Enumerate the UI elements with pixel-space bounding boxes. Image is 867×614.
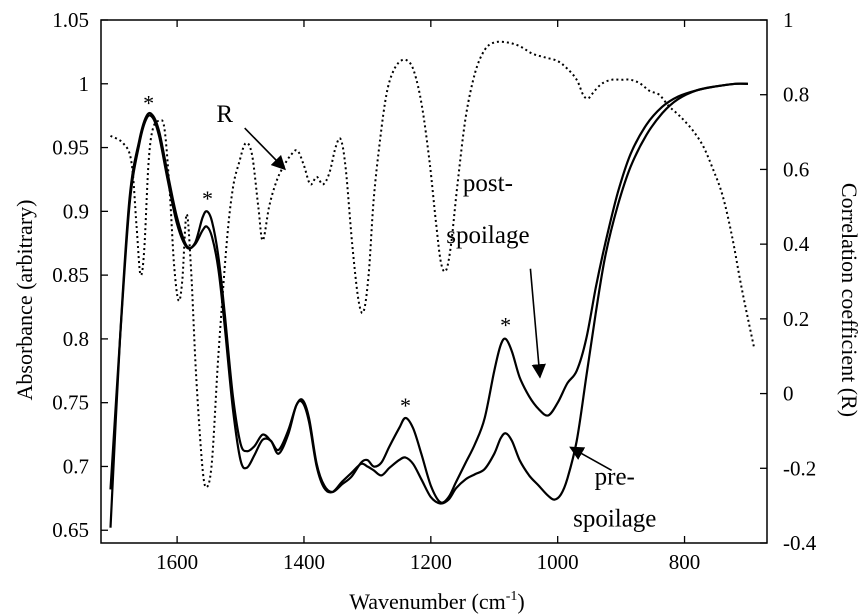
- annotation-arrow: [529, 268, 546, 379]
- annotation-arrow: [569, 446, 612, 471]
- annotation-label: spoilage: [573, 505, 656, 532]
- y-tick-label: 0.75: [52, 391, 89, 415]
- x-tick-label: 1200: [410, 550, 452, 574]
- y2-tick-label: -0.4: [783, 531, 817, 555]
- x-axis-title-end: ): [517, 589, 524, 614]
- peak-marker: *: [202, 186, 213, 211]
- x-axis-title: Wavenumber (cm-1): [349, 589, 524, 614]
- x-axis-title-sup: -1: [506, 589, 518, 604]
- series-line-prespoilage: [109, 82, 749, 505]
- x-tick-label: 1600: [156, 550, 198, 574]
- axes-layer: 1600 1400 1200 1000 800 0.65 0.7 0.75 0.8 0.85 0.9…: [52, 8, 816, 574]
- y2-tick-label: 0: [783, 382, 794, 406]
- y2-tick-label: 0.8: [783, 83, 809, 107]
- annotation-label: R: [216, 101, 233, 128]
- y2-tick-label: -0.2: [783, 456, 816, 480]
- y-axis-title: Absorbance (arbitrary): [12, 200, 37, 401]
- y-tick-label: 0.9: [63, 199, 89, 223]
- y2-axis-title: Correlation coefficient (R): [837, 183, 862, 417]
- x-tick-label: 1000: [537, 550, 579, 574]
- y2-tick-label: 0.6: [783, 157, 809, 181]
- y-tick-label: 1.05: [52, 8, 89, 32]
- peak-marker: *: [400, 393, 411, 418]
- series-layer: [109, 40, 756, 528]
- y2-tick-label: 1: [783, 8, 794, 32]
- y-tick-label: 1: [79, 72, 90, 96]
- y2-tick-label: 0.2: [783, 307, 809, 331]
- peak-marker: *: [500, 313, 511, 338]
- x-tick-label: 800: [669, 550, 701, 574]
- plot-frame: [100, 19, 768, 544]
- y-tick-label: 0.7: [63, 454, 89, 478]
- y-tick-label: 0.95: [52, 136, 89, 160]
- annotation-label: pre-: [595, 463, 635, 490]
- annotation-label: spoilage: [446, 222, 529, 249]
- series-line-r: [109, 40, 756, 489]
- annotation-label: post-: [463, 170, 513, 197]
- y-tick-label: 0.85: [52, 263, 89, 287]
- x-tick-label: 1400: [283, 550, 325, 574]
- x-axis-title-main: Wavenumber (cm: [349, 589, 505, 614]
- peak-marker: *: [143, 91, 154, 116]
- y-tick-label: 0.65: [52, 518, 89, 542]
- y-tick-label: 0.8: [63, 327, 89, 351]
- series-line-postspoilage: [109, 82, 749, 528]
- annotation-arrow: [244, 127, 286, 171]
- y2-tick-label: 0.4: [783, 232, 810, 256]
